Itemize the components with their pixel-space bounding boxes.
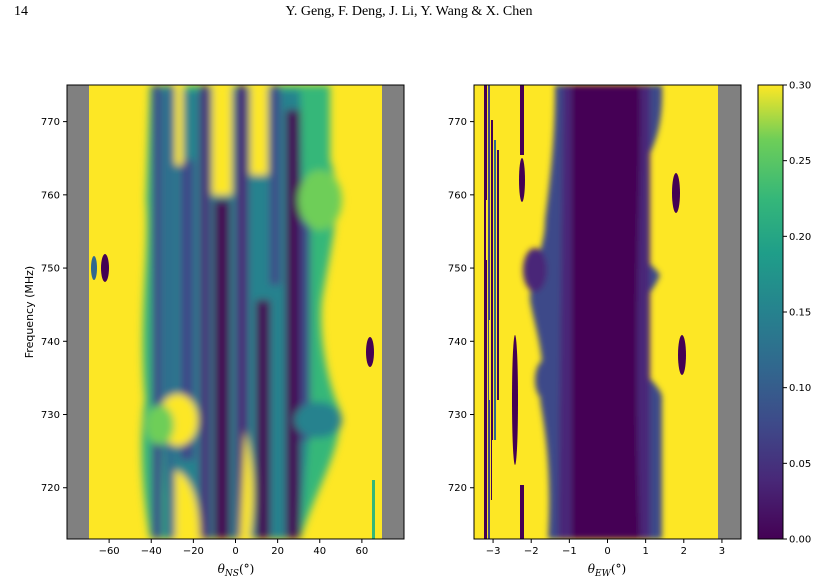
right-ticks-xtick-label-5: 2 — [681, 546, 687, 557]
page-number: 14 — [14, 4, 28, 19]
left-ticks-xtick-label-3: 0 — [232, 546, 238, 557]
right-island-1 — [519, 158, 525, 202]
left-ticks-xtick-label-0: −60 — [99, 546, 120, 557]
colorbar-tick-label-5: 0.05 — [789, 459, 811, 470]
left-edge-streak — [372, 480, 375, 539]
colorbar-gradient — [757, 84, 784, 540]
left-ticks: −60 −40 −20 0 20 40 60 720 730 740 750 760 770 — [41, 117, 368, 557]
right-ticks-xtick-label-1: −2 — [524, 546, 539, 557]
left-ticks-xtick-label-2: −20 — [183, 546, 204, 557]
colorbar-ticks: 0.30 0.25 0.20 0.15 0.10 0.05 0.00 — [783, 81, 811, 546]
right-ticks-ytick-label-3: 750 — [448, 264, 467, 275]
colorbar-tick-label-2: 0.20 — [789, 232, 811, 243]
right-heatmap: −3 −2 −1 0 1 2 3 720 730 740 750 760 770 θEW(°) — [448, 84, 742, 579]
right-xlabel: θEW(°) — [588, 562, 626, 579]
colorbar-tick-label-6: 0.00 — [789, 535, 811, 546]
right-ticks-ytick-label-0: 720 — [448, 483, 467, 494]
left-ticks-ytick-label-1: 730 — [41, 410, 60, 421]
right-ticks-ytick-label-1: 730 — [448, 410, 467, 421]
left-xlabel: θNS(°) — [218, 562, 255, 579]
right-island-2 — [512, 335, 518, 465]
running-head: Y. Geng, F. Deng, J. Li, Y. Wang & X. Ch… — [285, 4, 533, 19]
right-ticks-xtick-label-6: 3 — [719, 546, 725, 557]
colorbar-tick-label-0: 0.30 — [789, 81, 811, 92]
left-island-3 — [366, 337, 374, 367]
right-ticks-xtick-label-4: 1 — [642, 546, 648, 557]
left-ticks-ytick-label-0: 720 — [41, 483, 60, 494]
right-ticks-ytick-label-4: 760 — [448, 190, 467, 201]
left-island-2 — [101, 254, 109, 282]
right-streak-2 — [520, 485, 524, 539]
right-heatmap-structure — [523, 85, 663, 539]
right-ticks-ytick-label-5: 770 — [448, 117, 467, 128]
right-ticks-ytick-label-2: 740 — [448, 337, 467, 348]
left-ylabel: Frequency (MHz) — [23, 266, 36, 358]
left-ticks-xtick-label-5: 40 — [313, 546, 326, 557]
left-ticks-xtick-label-4: 20 — [271, 546, 284, 557]
colorbar-tick-label-3: 0.15 — [789, 308, 811, 319]
left-heatmap: −60 −40 −20 0 20 40 60 720 730 740 750 760 770 Frequ… — [23, 84, 405, 579]
right-edge-streaks — [484, 85, 499, 539]
left-ticks-ytick-label-3: 750 — [41, 264, 60, 275]
left-ticks-ytick-label-5: 770 — [41, 117, 60, 128]
right-ticks-xtick-label-2: −1 — [562, 546, 577, 557]
left-ticks-ytick-label-2: 740 — [41, 337, 60, 348]
right-streak-1 — [520, 85, 524, 155]
colorbar: 0.30 0.25 0.20 0.15 0.10 0.05 0.00 — [757, 81, 811, 546]
left-island-1 — [91, 256, 97, 280]
colorbar-tick-label-1: 0.25 — [789, 156, 811, 167]
left-ticks-xtick-label-6: 60 — [356, 546, 369, 557]
right-ticks-xtick-label-3: 0 — [604, 546, 610, 557]
left-ticks-xtick-label-1: −40 — [141, 546, 162, 557]
right-ticks: −3 −2 −1 0 1 2 3 720 730 740 750 760 770 — [448, 117, 725, 557]
left-ticks-ytick-label-4: 760 — [41, 190, 60, 201]
left-heatmap-structure — [141, 85, 342, 539]
right-island-4 — [678, 335, 686, 375]
right-island-3 — [672, 173, 680, 213]
right-ticks-xtick-label-0: −3 — [486, 546, 501, 557]
colorbar-tick-label-4: 0.10 — [789, 383, 811, 394]
